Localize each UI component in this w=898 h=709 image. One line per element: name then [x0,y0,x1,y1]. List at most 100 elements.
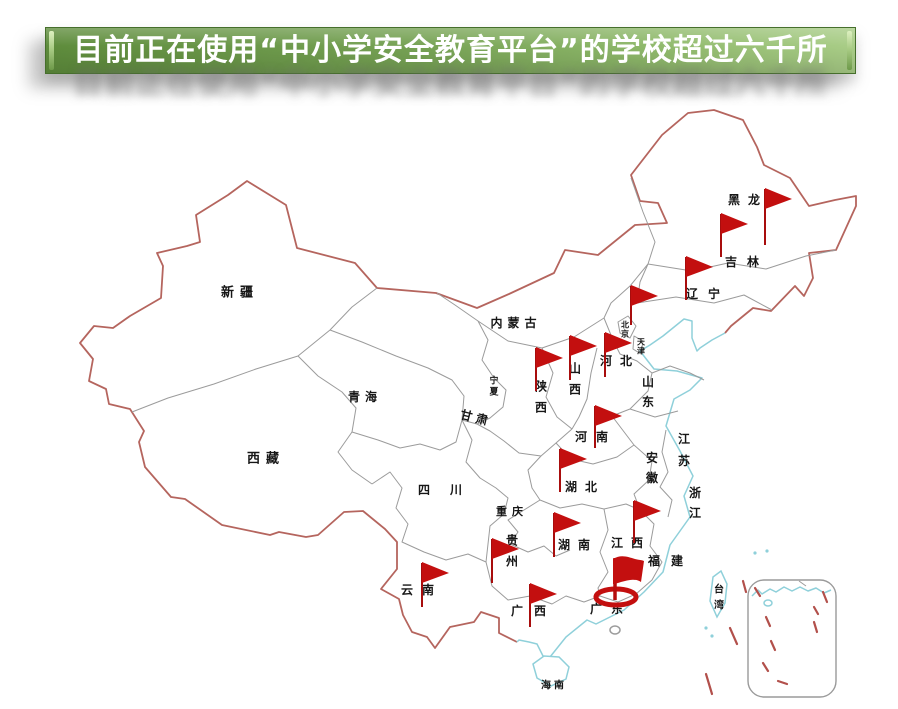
province-borders [131,177,837,605]
map-line [636,294,773,311]
province-label-ningxia: 宁夏 [488,375,499,398]
province-label-hebei: 河北 [599,353,640,368]
province-label-shanxi: 山西 [569,361,581,397]
map-line [131,287,378,413]
province-label-xinjiang: 新疆 [221,285,259,301]
flag-pennant [536,347,563,368]
province-label-neimenggu: 内蒙古 [490,315,541,330]
map-line [509,543,571,557]
map-line [753,586,762,598]
flag-pennant [492,538,519,559]
map-line [741,579,748,594]
map-line [461,419,509,563]
map-line [659,429,673,518]
islet-dot [753,551,757,555]
nine-dash-line [753,586,829,686]
flag-marker-黑龙江 [764,188,792,245]
map-line [647,249,837,272]
banner-bevel-right [847,31,852,70]
flag-pennant [595,405,622,426]
province-label-yunnan: 云南 [401,582,443,597]
flag-pennant [631,285,658,306]
province-label-hainan: 海南 [541,679,567,692]
flag-marker-贵州 [491,538,519,583]
province-label-chongqing: 重庆 [496,504,528,518]
province-label-guizhou: 贵州 [505,533,518,569]
hainan-island [532,655,570,687]
province-label-xizang: 西藏 [247,451,285,467]
flag-marker-湖北 [559,448,587,492]
province-label-qinghai: 青海 [348,389,382,404]
map-line [763,599,773,607]
map-line [751,586,832,597]
flag-pennant [554,512,581,533]
map-line [635,509,663,595]
coastline [516,318,726,663]
banner-title: 目前正在使用“中小学安全教育平台”的学校超过六千所 [73,32,828,68]
islet-dot [710,634,714,638]
province-label-zhejiang: 浙江 [689,485,701,520]
flag-marker-湖南 [553,512,581,557]
map-line [617,315,637,339]
province-label-anhui: 安徽 [645,450,659,485]
map-line [507,455,542,545]
islet-dot [765,549,769,553]
small-island [609,625,621,635]
flag-pennant [765,188,792,209]
flag-marker-黑龙江 [720,213,748,257]
banner-bevel-left [49,31,54,70]
map-line [761,661,770,673]
flag-pennant [570,335,597,356]
map-line [812,620,819,634]
province-label-guangxi: 广西 [511,603,557,618]
province-label-heilongjiang: 黑龙 [728,192,768,207]
map-line [632,335,644,355]
flag-marker-山西 [569,335,597,380]
province-label-sichuan: 四川 [418,483,482,497]
flag-marker-吉林 [685,256,713,300]
map-line [821,590,829,604]
map-line [371,471,487,563]
flag-pennant [422,562,449,583]
flag-marker-江西 [633,500,661,543]
taiwan-island [709,569,728,619]
map-line [461,419,573,457]
map-line [571,347,598,430]
map-line [776,679,789,686]
special-flag-marker-广东 [593,556,644,608]
map-line [485,561,637,605]
inset-frame [747,579,837,698]
province-label-gansu: 甘肃 [459,407,494,429]
flag-marker-河南 [594,405,622,448]
map-line [597,508,609,597]
flag-pennant [605,332,632,353]
province-label-beijing: 北京 [621,319,629,338]
province-label-henan: 河南 [574,429,617,444]
province-label-fujian: 福建 [647,553,694,568]
province-label-tianjin: 天津 [637,336,646,355]
map-line [728,626,739,646]
map-line [633,444,653,511]
banner: 目前正在使用“中小学安全教育平台”的学校超过六千所 [45,27,856,74]
map-line [651,365,705,381]
map-line [812,605,820,616]
province-label-taiwan: 台湾 [714,583,724,612]
province-label-hunan: 湖南 [558,537,598,552]
map-line [539,499,641,511]
south-china-sea-inset [704,579,837,698]
map-line [769,639,777,652]
map-line [541,347,573,430]
map-line [798,580,807,587]
flag-pennant [634,500,661,521]
flag-pennant [721,213,748,234]
province-label-shaanxi: 陕西 [535,379,547,415]
map-line [476,320,507,425]
flag-pennant [530,583,557,604]
province-label-jiangxi: 江西 [611,535,651,550]
islet-dot [704,626,708,630]
national-border [79,109,857,649]
flag-marker-陕西 [535,347,563,391]
map-line [297,355,373,485]
province-label-jiangsu: 江苏 [678,431,690,468]
